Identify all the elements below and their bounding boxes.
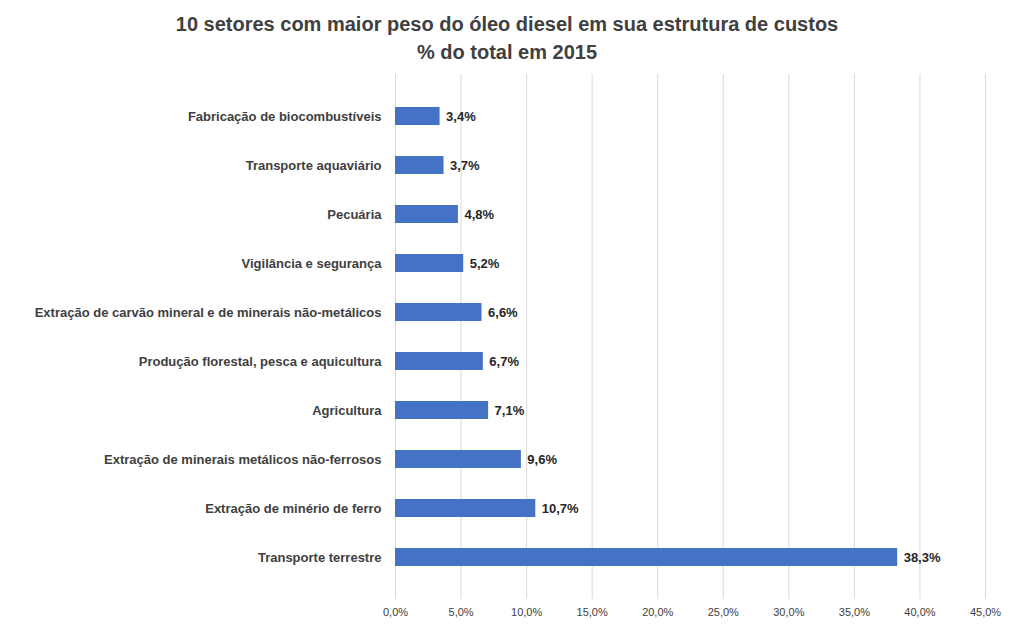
svg-text:38,3%: 38,3% bbox=[904, 550, 941, 565]
svg-text:30,0%: 30,0% bbox=[773, 606, 804, 618]
svg-text:0,0%: 0,0% bbox=[383, 606, 408, 618]
svg-text:Extração de minério de ferro: Extração de minério de ferro bbox=[205, 501, 381, 516]
svg-text:5,0%: 5,0% bbox=[449, 606, 474, 618]
svg-text:15,0%: 15,0% bbox=[577, 606, 608, 618]
svg-text:40,0%: 40,0% bbox=[904, 606, 935, 618]
svg-text:Transporte terrestre: Transporte terrestre bbox=[258, 550, 382, 565]
svg-text:20,0%: 20,0% bbox=[642, 606, 673, 618]
svg-text:Fabricação de biocombustíveis: Fabricação de biocombustíveis bbox=[188, 109, 382, 124]
svg-text:9,6%: 9,6% bbox=[527, 452, 557, 467]
svg-text:Extração de minerais metálicos: Extração de minerais metálicos não-ferro… bbox=[104, 452, 381, 467]
svg-text:4,8%: 4,8% bbox=[464, 207, 494, 222]
svg-text:Vigilância e segurança: Vigilância e segurança bbox=[242, 256, 383, 271]
svg-text:Transporte aquaviário: Transporte aquaviário bbox=[246, 158, 382, 173]
svg-text:10,0%: 10,0% bbox=[511, 606, 542, 618]
svg-text:Pecuária: Pecuária bbox=[327, 207, 382, 222]
svg-text:10,7%: 10,7% bbox=[542, 501, 579, 516]
svg-text:7,1%: 7,1% bbox=[495, 403, 525, 418]
svg-text:3,7%: 3,7% bbox=[450, 158, 480, 173]
svg-text:25,0%: 25,0% bbox=[708, 606, 739, 618]
svg-text:6,6%: 6,6% bbox=[488, 305, 518, 320]
svg-text:5,2%: 5,2% bbox=[470, 256, 500, 271]
svg-text:Produção florestal, pesca e aq: Produção florestal, pesca e aquicultura bbox=[139, 354, 383, 369]
svg-text:Agricultura: Agricultura bbox=[312, 403, 382, 418]
html-text:10 setores com maior peso do ó: 10 setores com maior peso do óleo diesel… bbox=[175, 13, 839, 35]
html-text:% do total em 2015: % do total em 2015 bbox=[417, 41, 597, 63]
svg-text:45,0%: 45,0% bbox=[970, 606, 1001, 618]
svg-text:Extração de carvão mineral e d: Extração de carvão mineral e de minerais… bbox=[35, 305, 382, 320]
svg-text:3,4%: 3,4% bbox=[446, 109, 476, 124]
svg-text:6,7%: 6,7% bbox=[489, 354, 519, 369]
svg-text:35,0%: 35,0% bbox=[839, 606, 870, 618]
